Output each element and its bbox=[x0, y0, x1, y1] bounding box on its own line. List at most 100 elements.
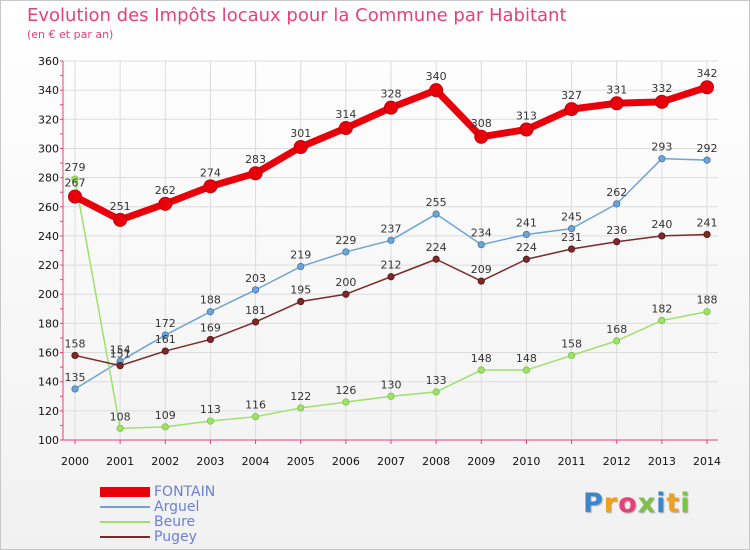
data-point-fontain bbox=[203, 179, 218, 194]
data-point-beure bbox=[432, 388, 440, 396]
y-tick-label: 320 bbox=[38, 113, 59, 126]
x-tick-label: 2011 bbox=[558, 455, 586, 468]
data-point-fontain bbox=[113, 212, 128, 227]
data-point-beure bbox=[522, 366, 531, 374]
data-point-beure bbox=[477, 366, 485, 374]
data-point-fontain bbox=[609, 96, 624, 111]
data-point-arguel bbox=[297, 262, 305, 271]
x-tick-label: 2008 bbox=[422, 455, 450, 468]
data-point-arguel bbox=[432, 210, 440, 218]
data-point-arguel bbox=[477, 241, 485, 249]
data-label-fontain: 301 bbox=[290, 127, 311, 140]
data-label-pugey: 241 bbox=[697, 216, 718, 229]
legend-swatch bbox=[100, 487, 150, 497]
data-label-arguel: 172 bbox=[155, 317, 176, 330]
data-label-beure: 133 bbox=[426, 374, 447, 387]
data-point-fontain bbox=[384, 100, 398, 115]
x-tick-label: 2000 bbox=[61, 455, 89, 468]
data-label-beure: 113 bbox=[200, 403, 221, 416]
x-tick-label: 2003 bbox=[196, 455, 224, 468]
data-label-pugey: 200 bbox=[335, 276, 356, 289]
data-point-beure bbox=[251, 413, 260, 421]
data-point-arguel bbox=[251, 286, 260, 294]
data-point-pugey bbox=[613, 238, 621, 246]
data-point-pugey bbox=[342, 290, 350, 298]
data-label-arguel: 292 bbox=[697, 142, 718, 155]
data-label-beure: 182 bbox=[651, 302, 672, 315]
legend-label: FONTAIN bbox=[154, 484, 216, 500]
data-label-pugey: 161 bbox=[155, 333, 176, 346]
data-label-pugey: 151 bbox=[110, 348, 131, 361]
data-point-arguel bbox=[71, 385, 79, 393]
data-label-arguel: 245 bbox=[561, 211, 582, 224]
data-label-beure: 168 bbox=[606, 323, 627, 336]
data-point-fontain bbox=[654, 94, 669, 109]
legend-swatch bbox=[100, 536, 150, 538]
data-point-arguel bbox=[703, 156, 711, 164]
data-point-fontain bbox=[429, 83, 444, 98]
legend-item-fontain: FONTAIN bbox=[100, 484, 300, 500]
data-point-fontain bbox=[248, 166, 263, 181]
data-label-arguel: 237 bbox=[381, 222, 402, 235]
data-label-pugey: 158 bbox=[65, 337, 86, 350]
x-tick-label: 2014 bbox=[693, 455, 721, 468]
data-point-beure bbox=[206, 417, 215, 425]
data-label-pugey: 224 bbox=[516, 241, 537, 254]
data-point-arguel bbox=[161, 331, 169, 339]
data-point-fontain bbox=[474, 129, 489, 144]
y-tick-label: 200 bbox=[38, 288, 59, 301]
data-point-pugey bbox=[432, 255, 440, 263]
data-label-beure: 148 bbox=[471, 352, 492, 365]
data-point-pugey bbox=[658, 232, 666, 240]
data-point-pugey bbox=[116, 362, 124, 370]
legend-label: Beure bbox=[154, 514, 196, 530]
legend-label: Arguel bbox=[154, 499, 200, 515]
data-point-arguel bbox=[206, 308, 215, 316]
x-tick-label: 2005 bbox=[287, 455, 315, 468]
data-point-pugey bbox=[71, 351, 79, 360]
data-label-pugey: 231 bbox=[561, 231, 582, 244]
data-point-fontain bbox=[338, 121, 353, 136]
data-point-fontain bbox=[700, 80, 714, 95]
data-label-beure: 109 bbox=[155, 409, 176, 422]
y-tick-label: 240 bbox=[38, 230, 59, 243]
y-tick-label: 140 bbox=[38, 376, 59, 389]
data-label-beure: 108 bbox=[110, 410, 131, 423]
data-point-pugey bbox=[387, 273, 395, 281]
legend-label: Pugey bbox=[154, 529, 197, 545]
data-label-fontain: 267 bbox=[65, 177, 86, 190]
data-label-fontain: 342 bbox=[697, 67, 718, 80]
data-label-fontain: 314 bbox=[335, 108, 356, 121]
data-point-beure bbox=[658, 316, 666, 325]
data-point-beure bbox=[342, 398, 350, 406]
data-label-arguel: 154 bbox=[110, 343, 131, 356]
data-point-beure bbox=[387, 392, 395, 400]
y-tick-label: 100 bbox=[38, 434, 59, 447]
x-tick-label: 2004 bbox=[242, 455, 270, 468]
data-label-arguel: 234 bbox=[471, 227, 492, 240]
data-label-arguel: 203 bbox=[245, 272, 266, 285]
data-label-fontain: 340 bbox=[426, 70, 447, 83]
data-point-pugey bbox=[522, 255, 531, 263]
data-point-arguel bbox=[387, 236, 395, 244]
data-point-fontain bbox=[68, 189, 82, 204]
chart-subtitle: (en € et par an) bbox=[27, 28, 114, 41]
x-tick-label: 2013 bbox=[648, 455, 676, 468]
data-label-arguel: 229 bbox=[335, 234, 356, 247]
data-point-pugey bbox=[703, 230, 711, 239]
data-label-fontain: 313 bbox=[516, 110, 537, 123]
data-label-arguel: 262 bbox=[606, 186, 627, 199]
data-label-pugey: 169 bbox=[200, 321, 221, 334]
data-label-fontain: 251 bbox=[110, 200, 131, 213]
data-label-fontain: 283 bbox=[245, 153, 266, 166]
y-tick-label: 220 bbox=[38, 259, 59, 272]
data-point-beure bbox=[116, 424, 124, 432]
data-point-beure bbox=[71, 175, 79, 183]
legend-swatch bbox=[100, 521, 150, 523]
y-tick-label: 180 bbox=[38, 317, 59, 330]
data-label-pugey: 181 bbox=[245, 304, 266, 317]
data-point-pugey bbox=[477, 277, 485, 285]
data-label-beure: 116 bbox=[245, 399, 266, 412]
chart-title: Evolution des Impôts locaux pour la Comm… bbox=[27, 5, 567, 26]
